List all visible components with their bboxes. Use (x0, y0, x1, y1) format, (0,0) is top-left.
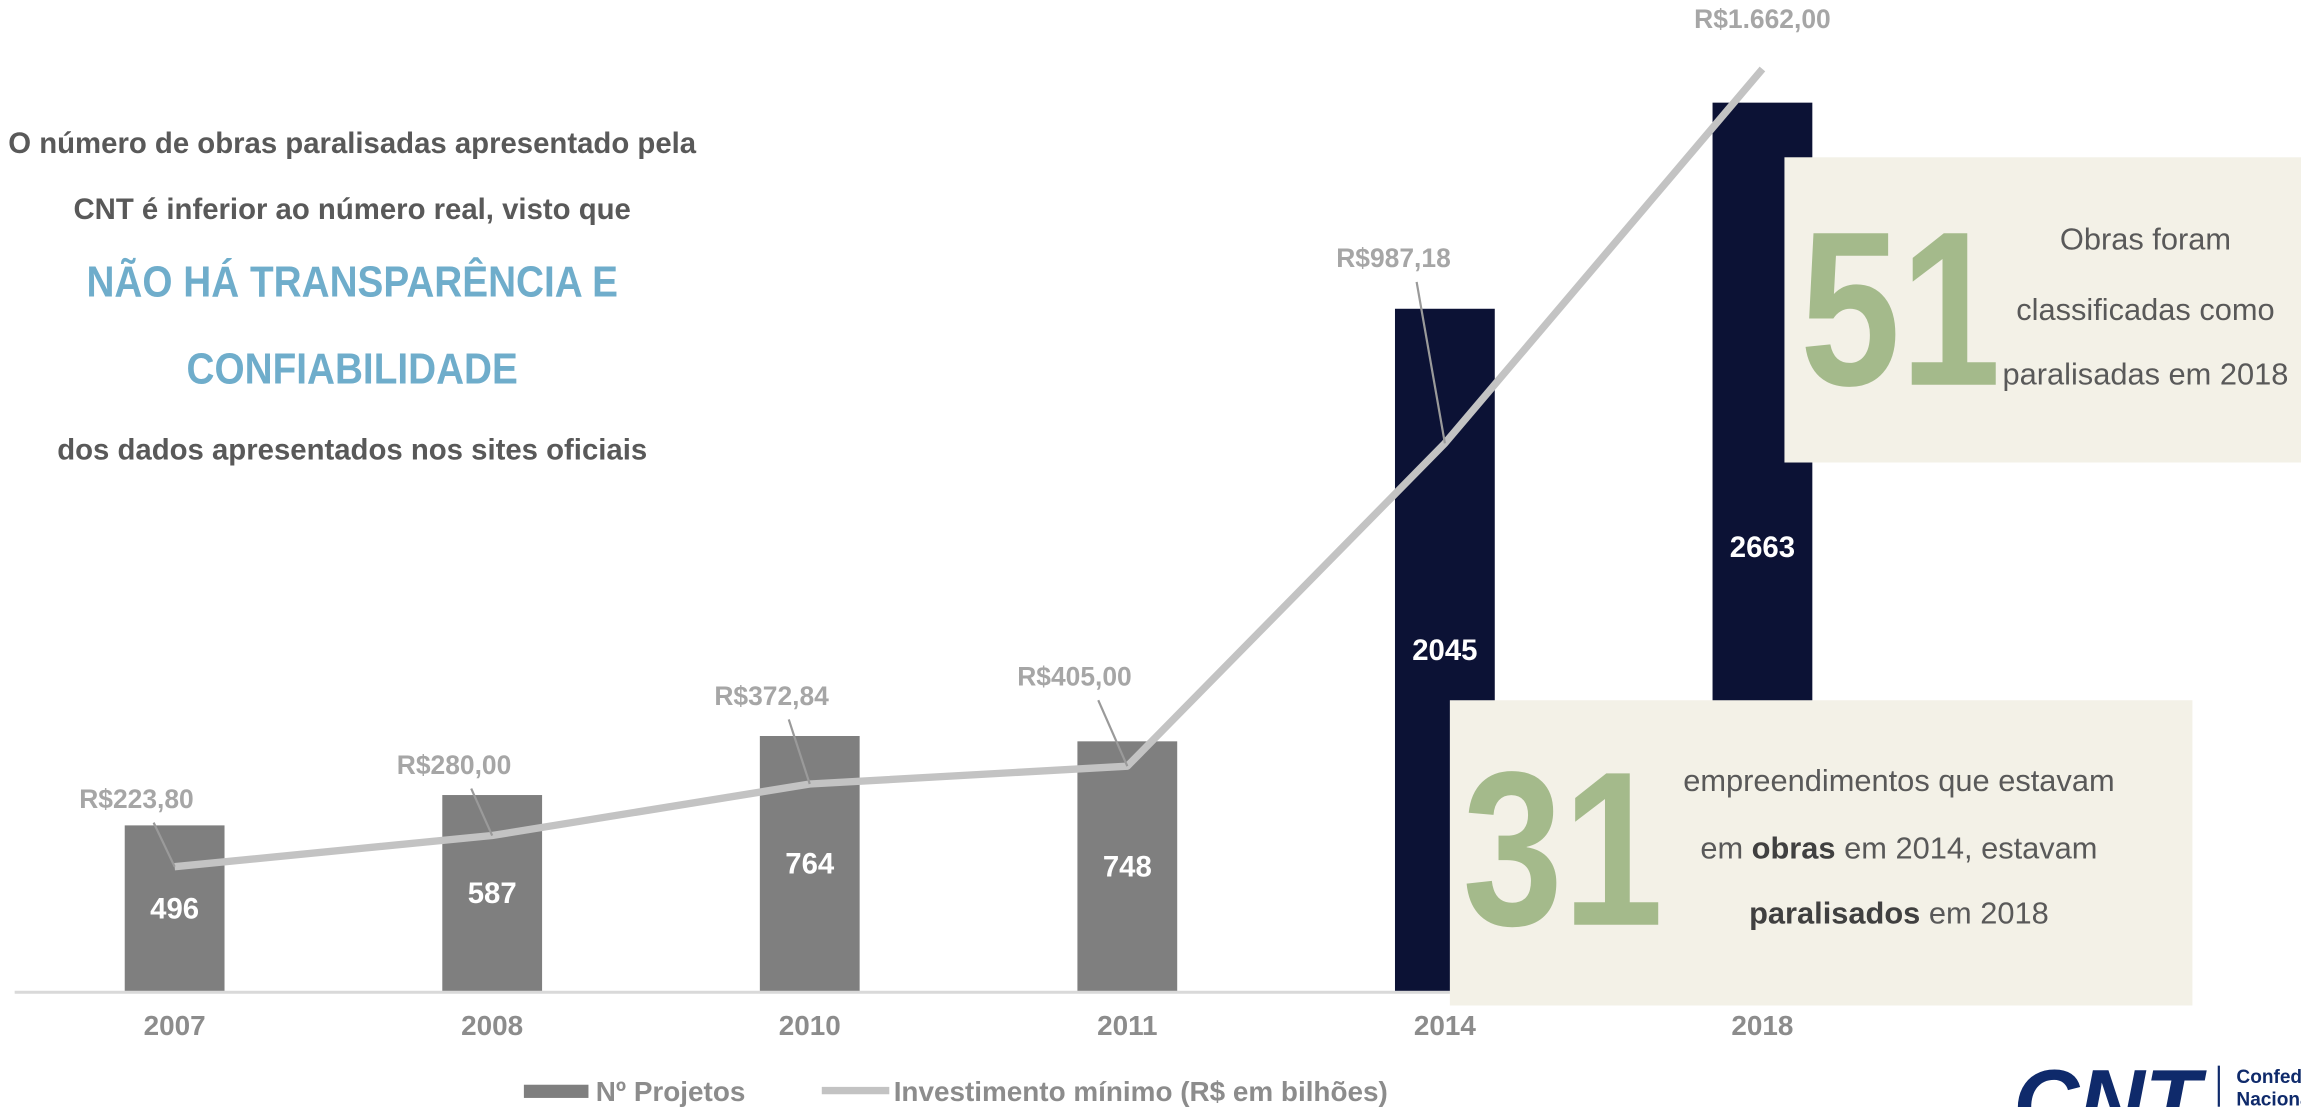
box-text-part: classificadas como (2016, 292, 2274, 327)
bar (759, 736, 860, 991)
box-text: paralisados em 2018 (1749, 895, 2049, 930)
logo-mark: CNT (2013, 1052, 2206, 1107)
box-text-part: obras (1752, 831, 1836, 866)
box-text-part: empreendimentos que estavam (1683, 763, 2114, 798)
box-text: classificadas como (2016, 292, 2274, 327)
box-text: Obras foram (2060, 222, 2231, 257)
line (174, 66, 1766, 871)
leader-line (1415, 281, 1446, 444)
big-number: 31 (1462, 726, 1663, 972)
legend-swatch (523, 1084, 589, 1098)
legend-label: Nº Projetos (596, 1076, 746, 1107)
bar-value-label: 2663 (1730, 531, 1795, 564)
box-text-part: paralisadas em 2018 (2002, 357, 2288, 392)
line-value-label: R$987,18 (1336, 243, 1451, 273)
leader-line (1097, 699, 1129, 767)
logo-text: Naciona (2236, 1089, 2301, 1107)
box-text-part: Obras foram (2060, 222, 2231, 257)
info-box (1784, 157, 2301, 463)
annotation-line: NÃO HÁ TRANSPARÊNCIA E (86, 256, 617, 306)
box-text: empreendimentos que estavam (1683, 763, 2114, 798)
box-text-part: em (1700, 831, 1751, 866)
annotation-line: CNT é inferior ao número real, visto que (74, 193, 631, 226)
line-value-label: R$372,84 (714, 681, 829, 711)
line-value-label: R$223,80 (79, 784, 194, 814)
x-tick-label: 2011 (1097, 1010, 1157, 1041)
x-tick-label: 2008 (461, 1010, 523, 1041)
box-text-part: paralisados (1749, 895, 1920, 930)
bar-value-label: 587 (468, 877, 517, 910)
x-tick-label: 2014 (1414, 1010, 1477, 1041)
annotation-line: CONFIABILIDADE (187, 343, 518, 393)
box-text-part: em 2018 (1920, 895, 2048, 930)
logo-text: Confede (2236, 1067, 2301, 1088)
bar-value-label: 764 (785, 848, 835, 881)
x-tick-label: 2007 (144, 1010, 206, 1041)
box-text: em obras em 2014, estavam (1700, 831, 2097, 866)
bar-value-label: 2045 (1412, 634, 1477, 667)
legend-label: Investimento mínimo (R$ em bilhões) (894, 1076, 1388, 1107)
bar-value-label: 496 (150, 892, 199, 925)
line-value-label: R$1.662,00 (1694, 4, 1831, 34)
line-value-label: R$280,00 (397, 750, 512, 780)
line-value-label: R$405,00 (1017, 661, 1132, 691)
annotation-line: dos dados apresentados nos sites oficiai… (57, 434, 647, 467)
bar-value-label: 748 (1103, 850, 1152, 883)
x-tick-label: 2010 (779, 1010, 841, 1041)
leader-line (470, 788, 494, 836)
x-tick-label: 2018 (1731, 1010, 1793, 1041)
bar (1077, 741, 1178, 991)
annotation-line: O número de obras paralisadas apresentad… (8, 127, 697, 160)
box-text: paralisadas em 2018 (2002, 357, 2288, 392)
big-number: 51 (1800, 186, 2001, 432)
leader-line (787, 719, 811, 785)
box-text-part: em 2014, estavam (1836, 831, 2098, 866)
leader-line (152, 822, 176, 868)
bar (124, 825, 225, 991)
info-box (1449, 700, 2193, 1006)
